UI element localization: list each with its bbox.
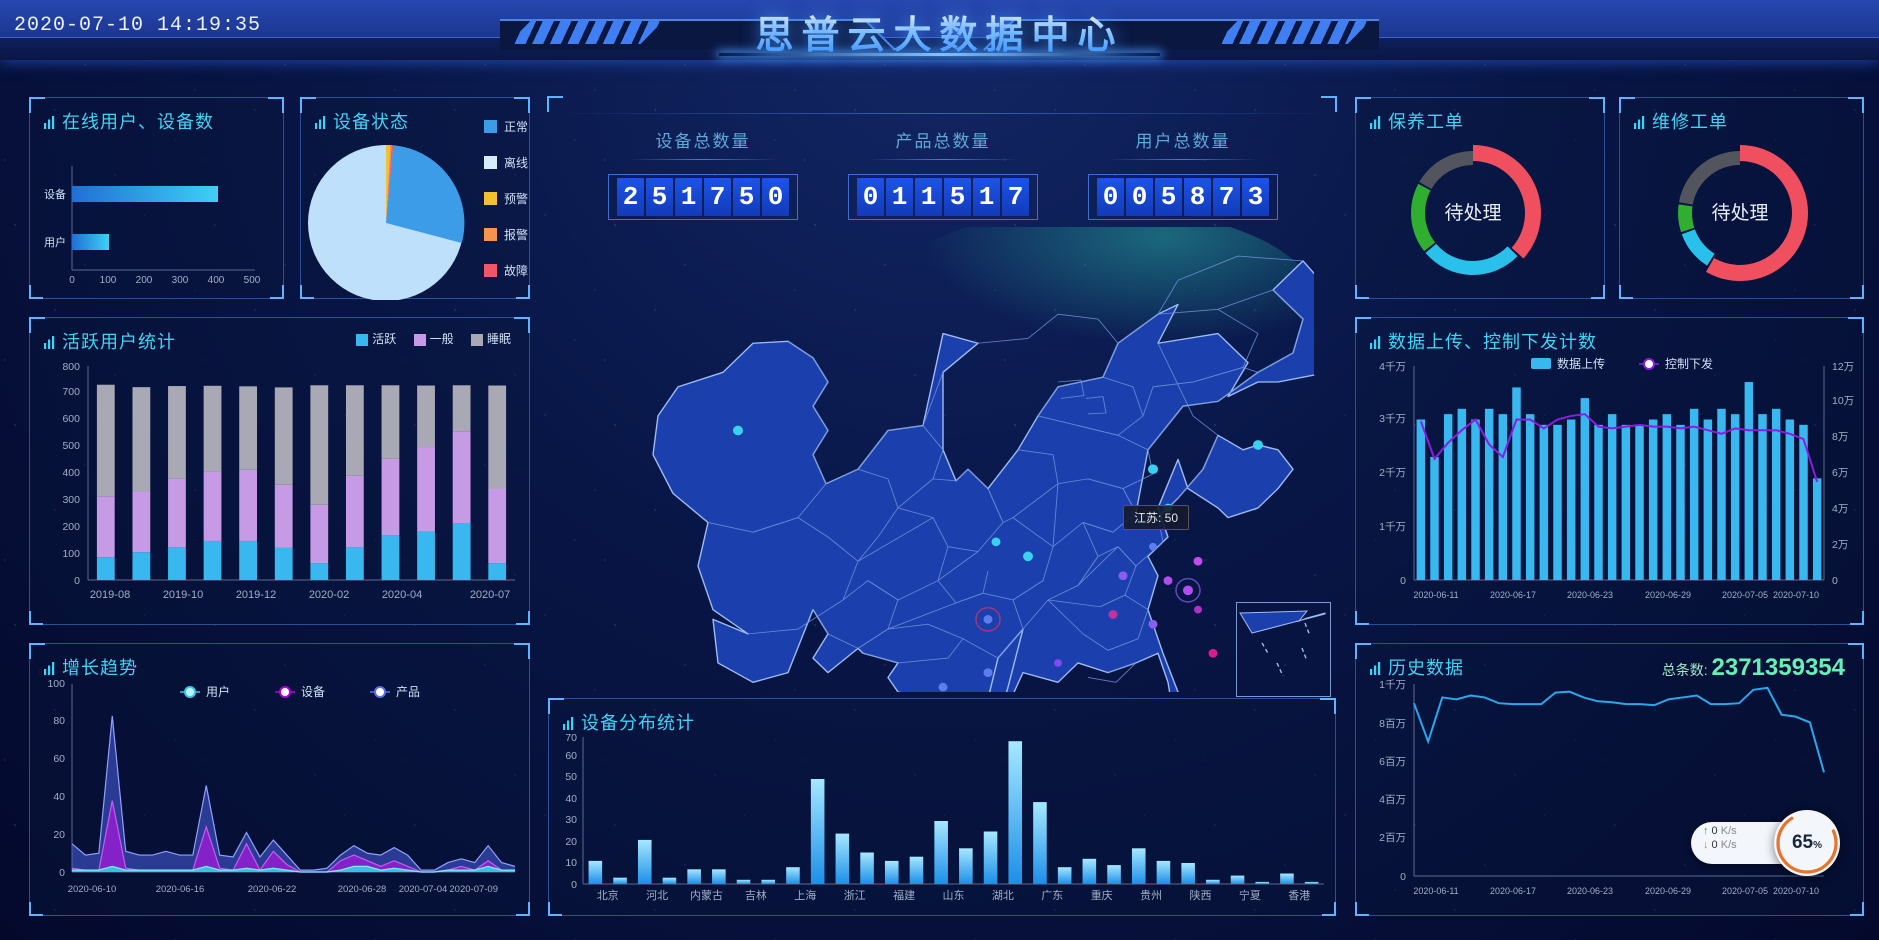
svg-text:用户: 用户 bbox=[44, 235, 66, 249]
svg-text:2020-06-29: 2020-06-29 bbox=[1645, 886, 1691, 896]
svg-text:2020-06-17: 2020-06-17 bbox=[1490, 886, 1536, 896]
svg-text:2019-08: 2019-08 bbox=[90, 589, 130, 601]
svg-text:2020-07: 2020-07 bbox=[470, 589, 510, 601]
svg-text:待处理: 待处理 bbox=[1444, 202, 1501, 224]
svg-text:12万: 12万 bbox=[1832, 361, 1854, 373]
svg-text:2百万: 2百万 bbox=[1379, 832, 1406, 844]
svg-text:3千万: 3千万 bbox=[1379, 413, 1406, 425]
svg-text:2020-07-05: 2020-07-05 bbox=[1722, 886, 1768, 896]
svg-text:100: 100 bbox=[47, 678, 65, 690]
svg-text:8万: 8万 bbox=[1832, 431, 1848, 443]
svg-text:20: 20 bbox=[53, 829, 65, 841]
svg-text:2020-06-10: 2020-06-10 bbox=[68, 884, 117, 895]
svg-text:2020-06-17: 2020-06-17 bbox=[1490, 590, 1536, 600]
svg-text:0: 0 bbox=[1832, 575, 1838, 587]
svg-text:100: 100 bbox=[100, 275, 117, 286]
svg-text:报警: 报警 bbox=[504, 227, 528, 242]
svg-text:500: 500 bbox=[244, 275, 261, 286]
svg-text:0: 0 bbox=[571, 879, 577, 891]
svg-text:0: 0 bbox=[1400, 575, 1406, 587]
svg-text:1千万: 1千万 bbox=[1379, 521, 1406, 533]
svg-text:2020-06-29: 2020-06-29 bbox=[1645, 590, 1691, 600]
svg-text:山东: 山东 bbox=[943, 889, 965, 902]
svg-text:预警: 预警 bbox=[504, 191, 528, 206]
svg-text:福建: 福建 bbox=[893, 888, 915, 902]
svg-text:6万: 6万 bbox=[1832, 467, 1848, 479]
svg-text:待处理: 待处理 bbox=[1711, 202, 1768, 224]
svg-text:香港: 香港 bbox=[1288, 889, 1310, 902]
svg-text:500: 500 bbox=[62, 440, 80, 452]
svg-text:0: 0 bbox=[1400, 871, 1406, 883]
svg-text:4千万: 4千万 bbox=[1379, 361, 1406, 373]
svg-text:重庆: 重庆 bbox=[1091, 888, 1113, 902]
svg-text:200: 200 bbox=[62, 521, 80, 533]
svg-text:2020-06-16: 2020-06-16 bbox=[156, 884, 205, 895]
svg-text:4百万: 4百万 bbox=[1379, 794, 1406, 806]
svg-text:2020-06-22: 2020-06-22 bbox=[248, 884, 297, 895]
svg-text:2020-07-09: 2020-07-09 bbox=[449, 884, 498, 895]
svg-text:2020-02: 2020-02 bbox=[309, 589, 349, 601]
svg-text:广东: 广东 bbox=[1041, 889, 1063, 902]
svg-text:60: 60 bbox=[565, 750, 577, 762]
svg-text:200: 200 bbox=[136, 275, 153, 286]
svg-text:宁夏: 宁夏 bbox=[1239, 888, 1261, 902]
svg-text:70: 70 bbox=[565, 732, 577, 744]
svg-text:600: 600 bbox=[62, 413, 80, 425]
svg-text:100: 100 bbox=[62, 548, 80, 560]
svg-text:离线: 离线 bbox=[504, 155, 528, 170]
svg-text:1千万: 1千万 bbox=[1379, 679, 1406, 691]
svg-text:50: 50 bbox=[565, 771, 577, 783]
svg-text:故障: 故障 bbox=[504, 263, 528, 278]
svg-text:0: 0 bbox=[74, 575, 80, 587]
svg-text:湖北: 湖北 bbox=[992, 889, 1014, 902]
svg-text:2020-06-23: 2020-06-23 bbox=[1567, 886, 1613, 896]
svg-text:8百万: 8百万 bbox=[1379, 718, 1406, 730]
svg-text:2020-07-10: 2020-07-10 bbox=[1773, 590, 1819, 600]
svg-text:2千万: 2千万 bbox=[1379, 467, 1406, 479]
svg-text:800: 800 bbox=[62, 361, 80, 373]
svg-text:2020-07-05: 2020-07-05 bbox=[1722, 590, 1768, 600]
svg-text:30: 30 bbox=[565, 814, 577, 826]
svg-text:2020-06-28: 2020-06-28 bbox=[338, 884, 387, 895]
svg-text:北京: 北京 bbox=[597, 888, 619, 902]
svg-text:内蒙古: 内蒙古 bbox=[690, 888, 723, 902]
svg-text:4万: 4万 bbox=[1832, 503, 1848, 515]
svg-text:2020-07-04: 2020-07-04 bbox=[399, 884, 448, 895]
svg-text:700: 700 bbox=[62, 386, 80, 398]
svg-text:2020-07-10: 2020-07-10 bbox=[1773, 886, 1819, 896]
svg-text:300: 300 bbox=[172, 275, 189, 286]
svg-text:40: 40 bbox=[53, 791, 65, 803]
svg-text:2019-10: 2019-10 bbox=[163, 589, 203, 601]
svg-text:10: 10 bbox=[565, 857, 577, 869]
svg-text:20: 20 bbox=[565, 836, 577, 848]
svg-text:上海: 上海 bbox=[794, 888, 816, 902]
svg-text:设备: 设备 bbox=[44, 187, 66, 201]
svg-text:浙江: 浙江 bbox=[844, 889, 866, 902]
svg-text:10万: 10万 bbox=[1832, 395, 1854, 407]
svg-text:0: 0 bbox=[59, 867, 65, 879]
svg-text:正常: 正常 bbox=[504, 120, 528, 134]
svg-text:贵州: 贵州 bbox=[1140, 889, 1162, 902]
svg-text:2019-12: 2019-12 bbox=[236, 589, 276, 601]
svg-text:陕西: 陕西 bbox=[1190, 888, 1212, 902]
svg-text:吉林: 吉林 bbox=[745, 888, 767, 902]
svg-text:60: 60 bbox=[53, 753, 65, 765]
svg-text:河北: 河北 bbox=[646, 889, 668, 902]
svg-text:80: 80 bbox=[53, 715, 65, 727]
svg-text:6百万: 6百万 bbox=[1379, 756, 1406, 768]
svg-text:400: 400 bbox=[62, 467, 80, 479]
svg-text:2万: 2万 bbox=[1832, 539, 1848, 551]
svg-text:0: 0 bbox=[69, 275, 75, 286]
svg-text:2020-06-11: 2020-06-11 bbox=[1413, 886, 1458, 896]
svg-text:2020-06-11: 2020-06-11 bbox=[1413, 590, 1458, 600]
svg-text:40: 40 bbox=[565, 793, 577, 805]
svg-text:2020-04: 2020-04 bbox=[382, 589, 422, 601]
svg-text:400: 400 bbox=[208, 275, 225, 286]
svg-text:300: 300 bbox=[62, 494, 80, 506]
svg-text:2020-06-23: 2020-06-23 bbox=[1567, 590, 1613, 600]
